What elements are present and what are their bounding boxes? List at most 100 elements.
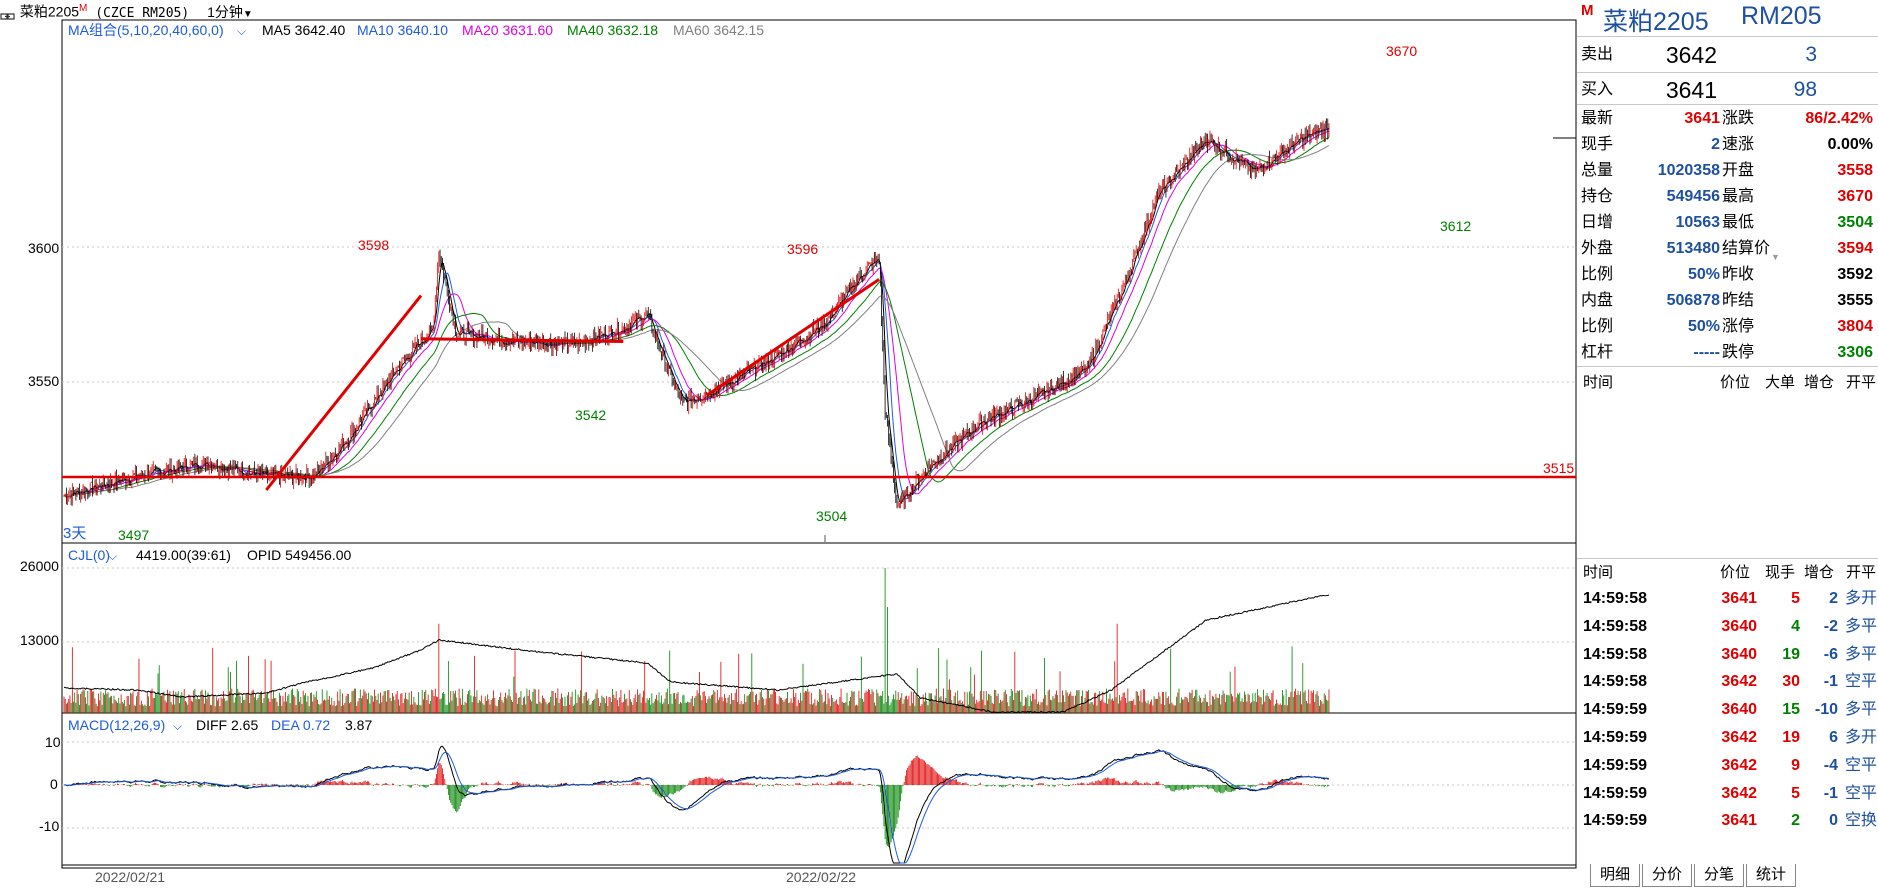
ask-price: 3642 [1665,42,1717,68]
quote-right-label: 昨收 [1722,266,1755,283]
quote-right-value: 3592 [1837,266,1873,283]
tick-type: 多开 [1845,590,1878,607]
quote-name: 菜粕2205 [1603,8,1709,36]
tick-price: 3642 [1721,673,1757,691]
quote-right-value: 86/2.42% [1805,110,1873,127]
quote-left-label: 内盘 [1581,292,1614,309]
quote-row: 持仓 549456 最高 3670 [1577,184,1878,210]
tick-price: 3642 [1721,729,1757,746]
hdr-time: 时间 [1583,564,1614,581]
tick-row: 14:59:59 3642 5 -1 空平 [1577,781,1878,807]
quote-code: RM205 [1741,2,1822,30]
tab-statistics[interactable]: 统计 [1746,864,1796,887]
tick-row: 14:59:58 3641 5 2 多开 [1577,586,1878,612]
tick-row: 14:59:59 3642 19 6 多开 [1577,725,1878,751]
chart-canvas[interactable]: 3600 3550 26000 13000 10 0 -10 MA组合(5,10… [0,0,1577,888]
ma20-legend: MA20 3631.60 [462,22,553,38]
annot-high-3670: 3670 [1386,43,1417,59]
ma10-legend: MA10 3640.10 [357,22,448,38]
quote-left-label: 总量 [1581,162,1614,179]
macd-value: 3.87 [345,717,372,733]
quote-row: 最新 3641 涨跌 86/2.42% [1577,106,1878,132]
tick-price: 3642 [1721,756,1757,774]
quote-right-value: 3558 [1837,162,1873,179]
chevron-down-icon: ⌵ [237,24,246,38]
bid-volume: 98 [1793,78,1817,101]
annot-low-3497: 3497 [118,527,149,543]
tab-tick[interactable]: 分笔 [1694,864,1744,887]
vol-tick-26000: 26000 [20,558,59,574]
quote-right-label: 昨结 [1722,292,1755,309]
quote-left-value: 1020358 [1657,162,1720,179]
macd-tick-10: 10 [45,734,61,750]
ma40-legend: MA40 3632.18 [567,22,658,38]
tick-oi-change: 0 [1829,812,1838,830]
tick-type: 多开 [1845,729,1878,746]
y-tick-3600: 3600 [28,240,59,256]
ask-row[interactable]: 卖出 3642 3 [1577,40,1878,70]
quote-left-label: 外盘 [1581,240,1614,257]
ma40-line [63,137,1330,498]
tick-volume: 19 [1782,645,1800,663]
quote-title: M 菜粕2205 RM205 [1577,0,1878,36]
tick-oi-change: 2 [1829,590,1838,607]
period-selector[interactable]: 1分钟▼ [207,4,253,20]
quote-right-label: 速涨 [1722,136,1755,153]
tab-detail[interactable]: 明细 [1590,864,1640,887]
chart-frame [61,19,1577,869]
quote-left-value: 506878 [1666,292,1720,309]
tick-volume: 19 [1782,729,1800,746]
bid-row[interactable]: 买入 3641 98 [1577,75,1878,105]
ma10-line [63,128,1330,500]
quote-left-value: 3641 [1684,110,1720,127]
instrument-mark: M [79,3,88,14]
chart-titlebar: 菜粕2205M (CZCE RM205) 1分钟▼ [0,0,1575,21]
quote-right-label: 涨停 [1722,318,1755,335]
quote-row: 日增 10563 最低 3504 [1577,210,1878,236]
hdr-big-order: 大单 [1765,374,1796,391]
annot-3days: 3天 [63,525,86,542]
tab-price-level[interactable]: 分价 [1642,864,1692,887]
tick-oi-change: -6 [1823,645,1838,663]
tick-row: 14:59:58 3640 19 -6 多平 [1577,642,1878,668]
ma20-line [63,130,1330,498]
quote-right-value: 3594 [1837,240,1873,257]
quote-left-value: 50% [1687,318,1720,335]
tick-oi-change: -10 [1814,701,1838,719]
quote-left-value: 549456 [1666,188,1720,205]
volume-values: 4419.00(39:61) [136,547,231,563]
quote-left-value: 513480 [1666,240,1720,257]
quote-left-label: 比例 [1581,266,1614,283]
quote-left-label: 持仓 [1581,188,1614,205]
macd-diff: DIFF 2.65 [196,717,258,733]
quote-left-label: 最新 [1581,110,1614,127]
link-icon[interactable] [0,8,16,20]
quote-left-label: 杠杆 [1581,344,1614,361]
tick-time: 14:59:58 [1583,673,1648,691]
tick-type: 空平 [1845,673,1878,691]
tick-price: 3641 [1721,590,1757,607]
date-label-0221: 2022/02/21 [95,869,165,885]
chevron-down-icon[interactable]: ▼ [242,8,253,20]
ma60-legend: MA60 3642.15 [673,22,764,38]
tick-time: 14:59:59 [1583,756,1648,774]
quote-right-label: 最低 [1722,214,1755,231]
ma5-legend: MA5 3642.40 [262,22,345,38]
quote-right-label: 结算价 [1722,240,1771,257]
quote-right-label: 最高 [1722,188,1755,205]
y-tick-3550: 3550 [28,373,59,389]
quote-right-label: 涨跌 [1722,110,1755,127]
quote-right-label: 开盘 [1722,162,1755,179]
tick-price: 3641 [1721,812,1757,830]
date-label-0222: 2022/02/22 [786,869,856,885]
tick-oi-change: -1 [1823,673,1838,691]
chevron-down-icon[interactable]: ▼ [1771,252,1780,262]
quote-row: 总量 1020358 开盘 3558 [1577,158,1878,184]
quote-mark: M [1581,2,1594,19]
tick-header: 时间 价位 现手 增仓 开平 [1577,560,1878,586]
ma-combo-title: MA组合(5,10,20,40,60,0) [68,22,224,38]
ma5-line [63,127,1330,504]
quote-row: 现手 2 速涨 0.00% [1577,132,1878,158]
hdr-time: 时间 [1583,374,1614,391]
tick-type: 空平 [1845,756,1878,774]
